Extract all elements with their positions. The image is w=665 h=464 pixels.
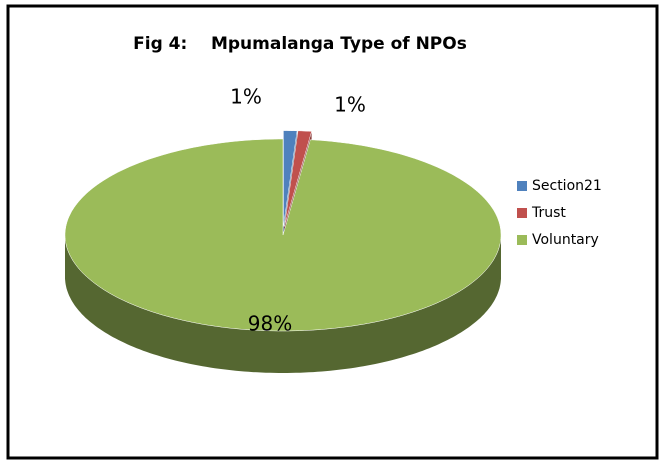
- legend-swatch: [517, 208, 527, 218]
- data-label: 1%: [334, 93, 366, 117]
- legend-label: Trust: [531, 205, 566, 221]
- slice-side: [65, 235, 501, 373]
- slice: [64, 138, 502, 332]
- legend-swatch: [517, 181, 527, 191]
- legend-label: Section21: [532, 178, 602, 194]
- slice: [284, 130, 312, 227]
- legend-label: Voluntary: [532, 232, 599, 248]
- data-label: 98%: [248, 312, 292, 336]
- chart-title: Fig 4: Mpumalanga Type of NPOs: [133, 34, 467, 54]
- slice: [283, 130, 298, 227]
- legend-swatch: [517, 235, 527, 245]
- data-label: 1%: [230, 85, 262, 109]
